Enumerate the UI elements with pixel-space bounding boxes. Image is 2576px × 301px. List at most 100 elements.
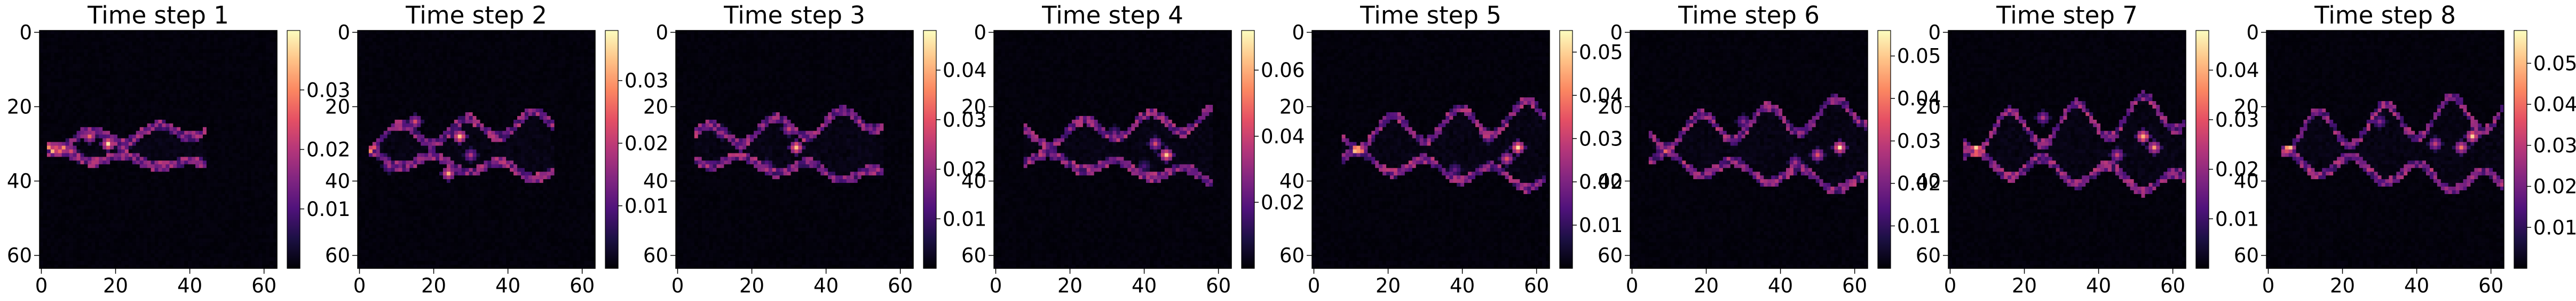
heatmap-cell [39,45,44,50]
heatmap-cell [255,94,259,98]
heatmap-cell [95,212,99,217]
heatmap-cell [110,201,114,206]
heatmap-cell [61,138,66,142]
heatmap-cell [169,187,173,191]
heatmap-cell [184,37,188,42]
heatmap-cell [255,119,259,124]
heatmap-cell [61,223,66,228]
heatmap-cell [365,49,369,53]
heatmap-cell [247,183,251,187]
heatmap-cell [50,112,55,117]
heatmap-cell [232,79,236,83]
heatmap-cell [80,127,84,132]
heatmap-cell [236,45,240,50]
heatmap-cell [195,164,200,168]
heatmap-cell [195,127,200,132]
heatmap-cell [255,257,259,261]
heatmap-cell [228,242,233,246]
heatmap-cell [240,130,244,135]
heatmap-cell [43,86,48,90]
heatmap-cell [132,52,137,57]
heatmap-cell [417,75,421,79]
heatmap-cell [387,30,391,35]
heatmap-cell [73,157,77,161]
heatmap-cell [106,235,110,239]
heatmap-cell [162,115,166,120]
heatmap-cell [258,75,263,79]
heatmap-cell [106,64,110,68]
heatmap-cell [136,212,140,217]
heatmap-cell [50,142,55,146]
heatmap-cell [383,75,388,79]
heatmap-cell [158,30,162,35]
heatmap-cell [88,94,92,98]
heatmap-cell [184,67,188,72]
heatmap-cell [258,138,263,142]
heatmap-cell [151,37,155,42]
heatmap-cell [54,130,59,135]
heatmap-cell [132,64,137,68]
heatmap-cell [106,209,110,213]
heatmap-cell [398,37,402,42]
heatmap-cell [228,41,233,46]
heatmap-cell [151,149,155,153]
heatmap-cell [188,212,192,217]
heatmap-cell [169,90,173,94]
heatmap-cell [124,172,129,176]
heatmap-cell [428,45,432,50]
heatmap-cell [236,119,240,124]
heatmap-cell [487,71,492,75]
heatmap-cell [273,45,278,50]
heatmap-cell [210,86,215,90]
heatmap-cell [121,194,125,198]
heatmap-cell [121,34,125,38]
heatmap-cell [240,109,244,113]
heatmap-cell [147,179,151,183]
heatmap-cell [73,112,77,117]
heatmap-cell [217,94,222,98]
heatmap-cell [558,64,562,68]
heatmap-cell [169,261,173,265]
heatmap-cell [169,183,173,187]
heatmap-cell [232,227,236,231]
heatmap-cell [139,194,144,198]
heatmap-cell [391,79,395,83]
heatmap-cell [39,138,44,142]
heatmap-cell [180,253,185,258]
heatmap-cell [88,115,92,120]
heatmap-cell [569,52,573,57]
heatmap-cell [114,168,118,172]
heatmap-cell [266,190,270,195]
heatmap-cell [84,30,88,35]
heatmap-cell [199,231,203,235]
heatmap-cell [54,37,59,42]
heatmap-cell [240,157,244,161]
heatmap-cell [58,160,62,165]
heatmap-cell [61,190,66,195]
heatmap-cell [432,34,436,38]
heatmap-cell [99,212,103,217]
heatmap-cell [543,71,548,75]
heatmap-cell [54,90,59,94]
heatmap-cell [84,164,88,168]
heatmap-cell [76,172,81,176]
heatmap-cell [262,127,266,132]
heatmap-cell [58,197,62,202]
heatmap-cell [472,56,477,61]
heatmap-cell [158,201,162,206]
heatmap-cell [173,142,177,146]
heatmap-cell [214,187,218,191]
heatmap-cell [247,30,251,35]
heatmap-cell [184,123,188,128]
heatmap-cell [54,261,59,265]
heatmap-cell [243,123,248,128]
heatmap-cell [136,64,140,68]
heatmap-cell [565,56,570,61]
heatmap-cell [391,64,395,68]
heatmap-cell [106,242,110,246]
heatmap-cell [247,49,251,53]
heatmap-cell [165,160,170,165]
heatmap-cell [236,123,240,128]
heatmap-cell [394,64,399,68]
heatmap-cell [199,34,203,38]
